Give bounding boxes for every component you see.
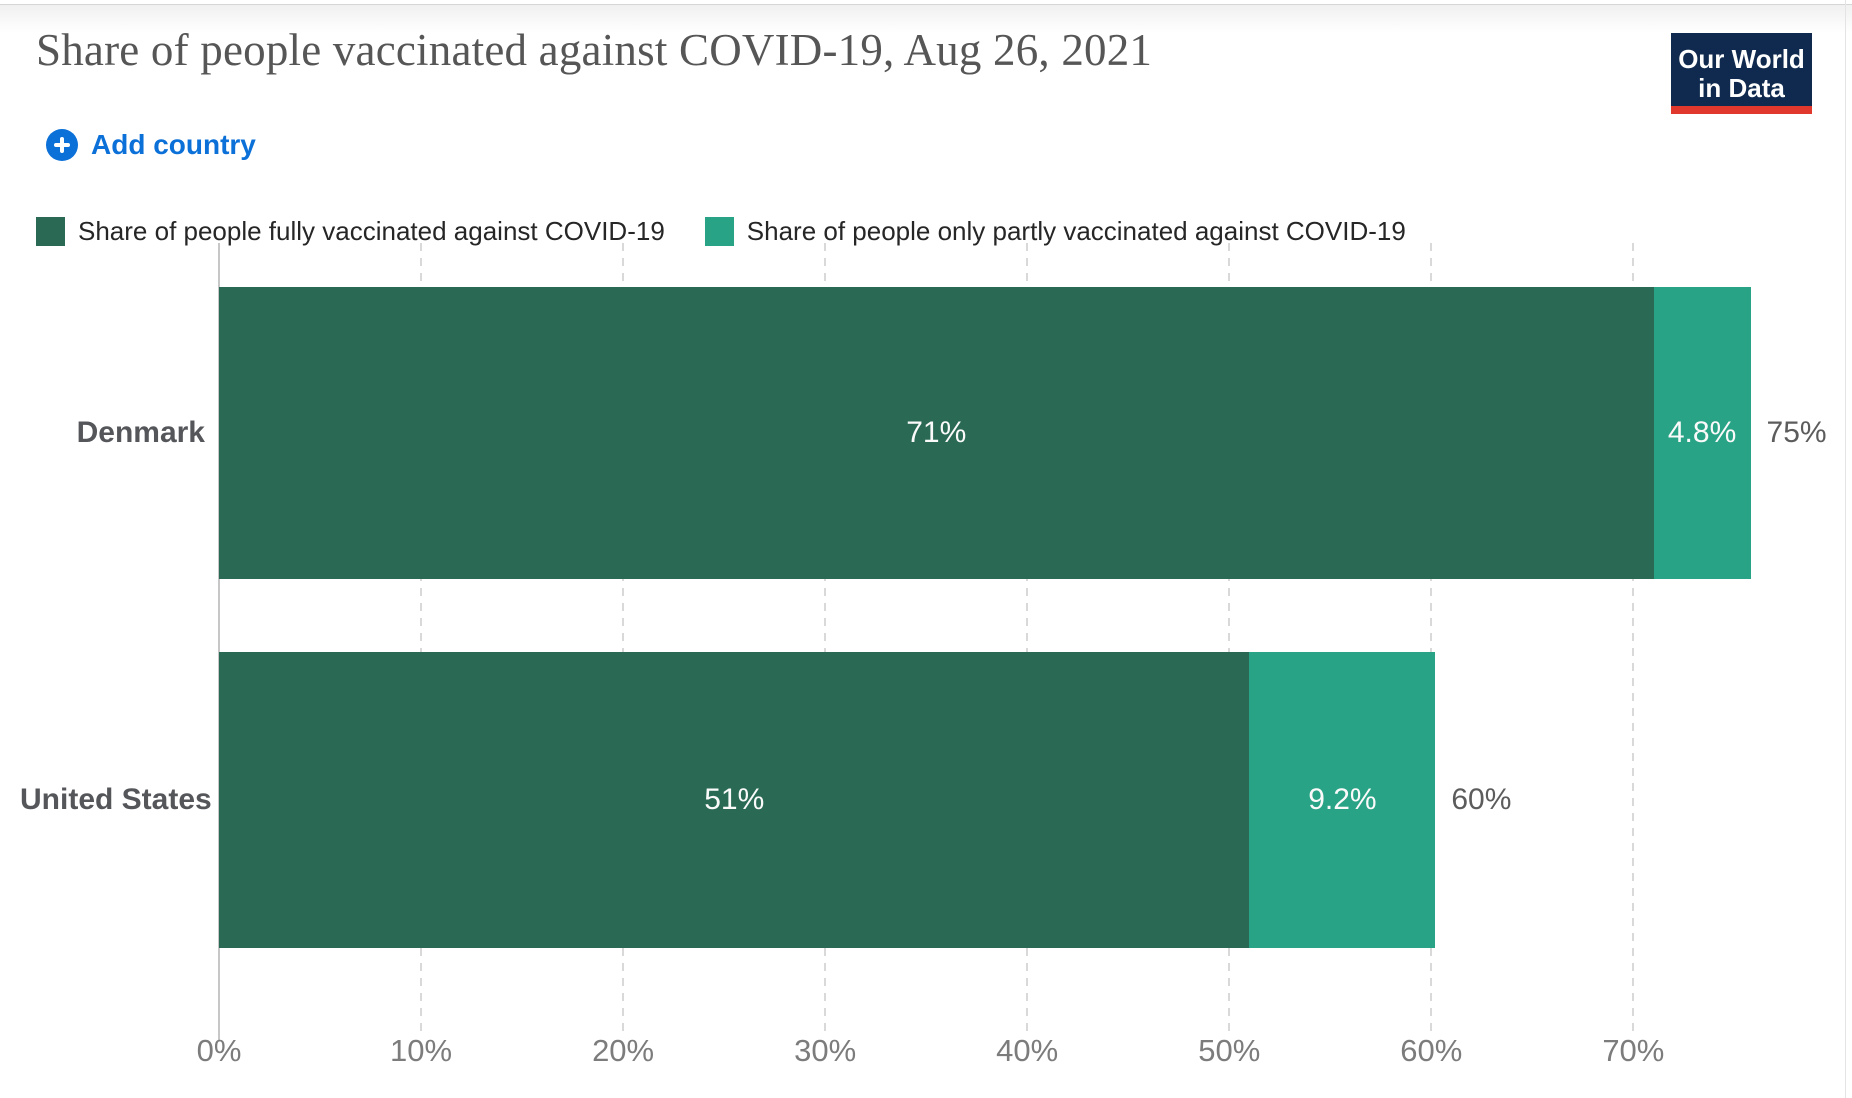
- owid-logo-red-bar: [1671, 106, 1812, 114]
- bar-segment-fully-united-states[interactable]: 51%: [219, 652, 1250, 948]
- page-title: Share of people vaccinated against COVID…: [36, 25, 1153, 75]
- owid-logo-line2: in Data: [1698, 72, 1785, 103]
- x-axis-tick-label: 20%: [592, 1033, 655, 1068]
- gridline-x: [1632, 243, 1635, 1033]
- bar-value-label: 51%: [704, 783, 765, 816]
- add-country-label: Add country: [91, 129, 256, 160]
- gridline-x: [1228, 243, 1231, 1033]
- add-country-button[interactable]: Add country: [46, 129, 256, 161]
- gridline-x: [622, 243, 625, 1033]
- x-axis-tick-label: 30%: [794, 1033, 857, 1068]
- gridline-x: [1430, 243, 1433, 1033]
- category-label-united-states[interactable]: United States: [20, 783, 212, 816]
- owid-logo-line1: Our World: [1678, 43, 1805, 74]
- bar-value-label: 9.2%: [1308, 783, 1377, 816]
- chart-legend: Share of people fully vaccinated against…: [36, 216, 1406, 247]
- gridline-x: [824, 243, 827, 1033]
- window-right-edge: [1845, 0, 1846, 1098]
- bar-value-label: 71%: [906, 416, 967, 449]
- category-label-denmark[interactable]: Denmark: [76, 416, 205, 449]
- bar-total-label: 75%: [1766, 416, 1827, 449]
- x-axis-zero-line: [218, 243, 220, 1040]
- legend-item-partly-vaccinated[interactable]: Share of people only partly vaccinated a…: [704, 216, 1406, 247]
- bar-total-label: 60%: [1451, 783, 1512, 816]
- bar-chart-plot-area: 0% 10% 20% 30% 40% 50% 60% 70% 71% 4.8% 75% Denmark…: [20, 243, 1827, 1068]
- legend-item-fully-vaccinated[interactable]: Share of people fully vaccinated against…: [36, 216, 665, 247]
- x-axis-tick-label: 70%: [1602, 1033, 1665, 1068]
- x-axis-tick-label: 10%: [390, 1033, 453, 1068]
- x-axis-tick-label: 0%: [196, 1033, 242, 1068]
- x-axis-tick-label: 60%: [1400, 1033, 1463, 1068]
- bar-segment-partly-denmark[interactable]: 4.8%: [1653, 287, 1751, 579]
- gridline-x: [1026, 243, 1029, 1033]
- bar-segment-partly-united-states[interactable]: 9.2%: [1249, 652, 1436, 948]
- x-axis-tick-label: 50%: [1198, 1033, 1261, 1068]
- x-axis-tick-label: 40%: [996, 1033, 1059, 1068]
- bar-value-label: 4.8%: [1667, 416, 1737, 449]
- legend-swatch-icon: [36, 217, 65, 246]
- legend-swatch-icon: [704, 217, 734, 246]
- legend-label: Share of people fully vaccinated against…: [78, 216, 665, 246]
- legend-label: Share of people only partly vaccinated a…: [746, 216, 1406, 246]
- gridline-x: [420, 243, 423, 1033]
- owid-logo[interactable]: Our World in Data: [1671, 33, 1812, 114]
- plus-circle-icon: [46, 129, 78, 161]
- bar-segment-fully-denmark[interactable]: 71%: [219, 287, 1654, 579]
